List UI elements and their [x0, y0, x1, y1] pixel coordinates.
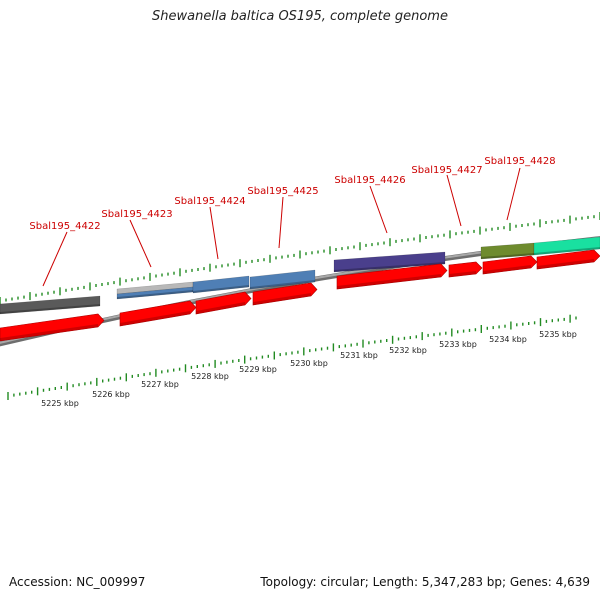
- feature-shadow: [193, 285, 249, 293]
- label-leader: [129, 219, 152, 268]
- position-label: 5225 kbp: [41, 399, 79, 408]
- cds-arrow-shade: [0, 324, 98, 341]
- cds-arrow: [252, 282, 318, 306]
- cds-arrow: [195, 291, 252, 315]
- label-leader: [278, 196, 284, 249]
- cds-arrow: [482, 255, 538, 275]
- position-label: 5228 kbp: [191, 372, 229, 381]
- cds-arrow-shade: [449, 271, 476, 277]
- cds-arrow-shade: [196, 302, 245, 314]
- label-leader: [209, 206, 219, 260]
- cds-arrow-shade: [337, 274, 441, 289]
- position-label: 5233 kbp: [439, 340, 477, 349]
- feature-shadow: [481, 253, 534, 259]
- cds-arrow-shade: [483, 265, 531, 274]
- position-label: 5235 kbp: [539, 330, 577, 339]
- feature-block: [533, 236, 600, 256]
- gene-label: Sbal195_4426: [334, 175, 405, 186]
- gene-label: Sbal195_4428: [484, 156, 555, 167]
- label-leader: [369, 185, 388, 234]
- feature-shadow: [0, 304, 100, 314]
- position-label: 5231 kbp: [340, 351, 378, 360]
- cds-arrow: [536, 249, 600, 270]
- accession-label: Accession: NC_009997: [9, 575, 146, 589]
- gene-label: Sbal195_4427: [411, 165, 482, 176]
- position-label: 5227 kbp: [141, 380, 179, 389]
- feature-block: [192, 275, 250, 294]
- gene-label: Sbal195_4422: [29, 221, 100, 232]
- label-leader: [42, 231, 68, 287]
- cds-arrow-shade: [537, 259, 594, 269]
- feature-block: [249, 269, 316, 290]
- cds-arrow-shade: [120, 311, 190, 326]
- position-label: 5232 kbp: [389, 346, 427, 355]
- gene-label: Sbal195_4423: [101, 209, 172, 220]
- label-leader: [446, 174, 462, 227]
- position-label: 5234 kbp: [489, 335, 527, 344]
- gene-label: Sbal195_4425: [247, 186, 318, 197]
- position-label: 5230 kbp: [290, 359, 328, 368]
- label-leader: [506, 167, 521, 221]
- gene-label: Sbal195_4424: [174, 196, 245, 207]
- feature-shadow: [334, 262, 445, 272]
- map-title: Shewanella baltica OS195, complete genom…: [152, 9, 448, 24]
- feature-shadow: [117, 290, 193, 299]
- cds-arrow-shade: [253, 293, 311, 305]
- feature-block: [333, 251, 446, 273]
- cds-arrow: [0, 313, 105, 342]
- position-label: 5229 kbp: [239, 365, 277, 374]
- feature-shadow: [250, 280, 315, 289]
- feature-block: [0, 295, 101, 315]
- cds-arrow: [119, 300, 197, 327]
- feature-shadow: [534, 247, 600, 255]
- cds-arrow: [448, 261, 483, 278]
- genome-summary: Topology: circular; Length: 5,347,283 bp…: [260, 575, 590, 589]
- position-label: 5226 kbp: [92, 390, 130, 399]
- cds-arrow: [336, 263, 448, 290]
